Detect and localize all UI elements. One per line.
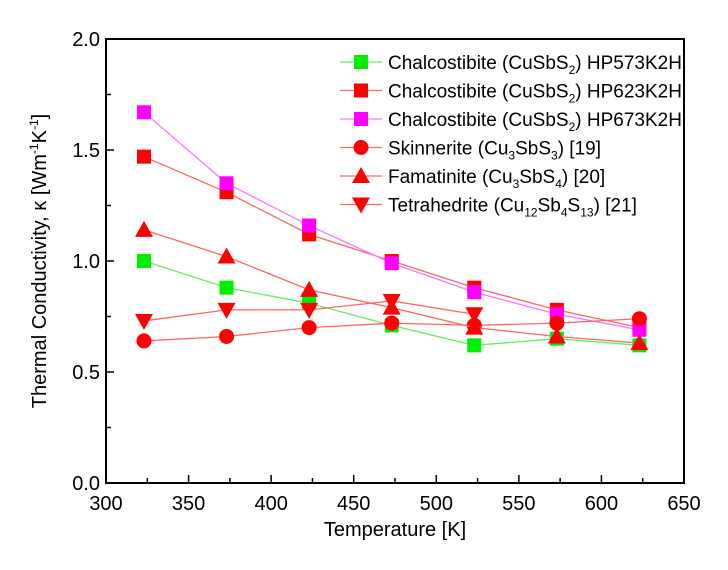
x-tick-label: 500: [420, 493, 453, 515]
legend-marker: [352, 197, 370, 214]
data-point: [301, 320, 317, 336]
legend-item: Skinnerite (Cu3SbS3) [19]: [340, 139, 601, 163]
data-point: [549, 315, 565, 331]
data-point: [632, 322, 647, 337]
x-tick-label: 650: [667, 493, 700, 515]
legend-label: Chalcostibite (CuSbS2) HP623K2H: [388, 82, 682, 106]
series-5: [134, 293, 484, 330]
data-point: [136, 333, 152, 349]
data-point: [219, 328, 235, 344]
plot-marks: [134, 105, 649, 353]
data-point: [217, 302, 236, 319]
y-axis-label: Thermal Conductivity, κ [Wm-1K-1]: [27, 114, 51, 408]
data-point: [467, 338, 482, 353]
data-point: [547, 327, 566, 344]
x-tick-label: 450: [337, 493, 370, 515]
legend-marker: [354, 83, 368, 98]
legend-label: Chalcostibite (CuSbS2) HP673K2H: [388, 110, 682, 134]
x-axis-label: Temperature [K]: [324, 519, 466, 541]
data-point: [382, 293, 401, 310]
x-tick-label: 550: [502, 493, 535, 515]
data-point: [384, 315, 400, 331]
legend-label: Skinnerite (Cu3SbS3) [19]: [388, 139, 601, 163]
legend-item: Chalcostibite (CuSbS2) HP573K2H: [340, 53, 682, 77]
legend: Chalcostibite (CuSbS2) HP573K2H Chalcosti…: [340, 53, 682, 220]
legend-label: Tetrahedrite (Cu12Sb4S13) [21]: [388, 196, 637, 220]
data-point: [465, 307, 484, 324]
x-tick-label: 300: [89, 493, 122, 515]
data-point: [217, 247, 236, 264]
x-tick-label: 600: [585, 493, 618, 515]
legend-item: Tetrahedrite (Cu12Sb4S13) [21]: [340, 196, 637, 220]
data-point: [384, 256, 399, 271]
x-tick-label: 400: [254, 493, 287, 515]
legend-marker: [353, 140, 369, 155]
legend-marker: [354, 112, 368, 126]
data-point: [467, 285, 482, 300]
y-tick-label: 1.0: [72, 251, 100, 273]
data-point: [465, 318, 484, 335]
data-point: [631, 311, 647, 327]
data-point: [630, 334, 649, 351]
y-tick-label: 1.5: [72, 140, 100, 162]
legend-marker: [352, 167, 370, 183]
data-point: [134, 313, 153, 330]
y-tick-label: 2.0: [72, 29, 100, 51]
data-point: [300, 280, 319, 297]
data-point: [300, 302, 319, 319]
data-point: [136, 105, 151, 120]
data-point: [302, 218, 317, 233]
x-tick-label: 350: [172, 493, 205, 515]
data-point: [219, 176, 234, 191]
legend-label: Chalcostibite (CuSbS2) HP573K2H: [388, 53, 682, 77]
legend-item: Famatinite (Cu3SbS4) [20]: [340, 167, 605, 191]
data-point: [134, 220, 153, 237]
y-tick-label: 0.0: [72, 473, 100, 495]
y-tick-label: 0.5: [72, 362, 100, 384]
data-point: [136, 149, 151, 164]
legend-label: Famatinite (Cu3SbS4) [20]: [388, 167, 605, 191]
series-2: [136, 105, 647, 337]
legend-item: Chalcostibite (CuSbS2) HP623K2H: [340, 82, 682, 106]
legend-marker: [354, 55, 368, 69]
data-point: [136, 254, 151, 268]
axis-ticks: 300 350 400 450 500 550 600 650 0.0 0.5 1.0 1.5 2.0: [72, 29, 701, 515]
legend-item: Chalcostibite (CuSbS2) HP673K2H: [340, 110, 682, 134]
data-point: [219, 280, 234, 295]
